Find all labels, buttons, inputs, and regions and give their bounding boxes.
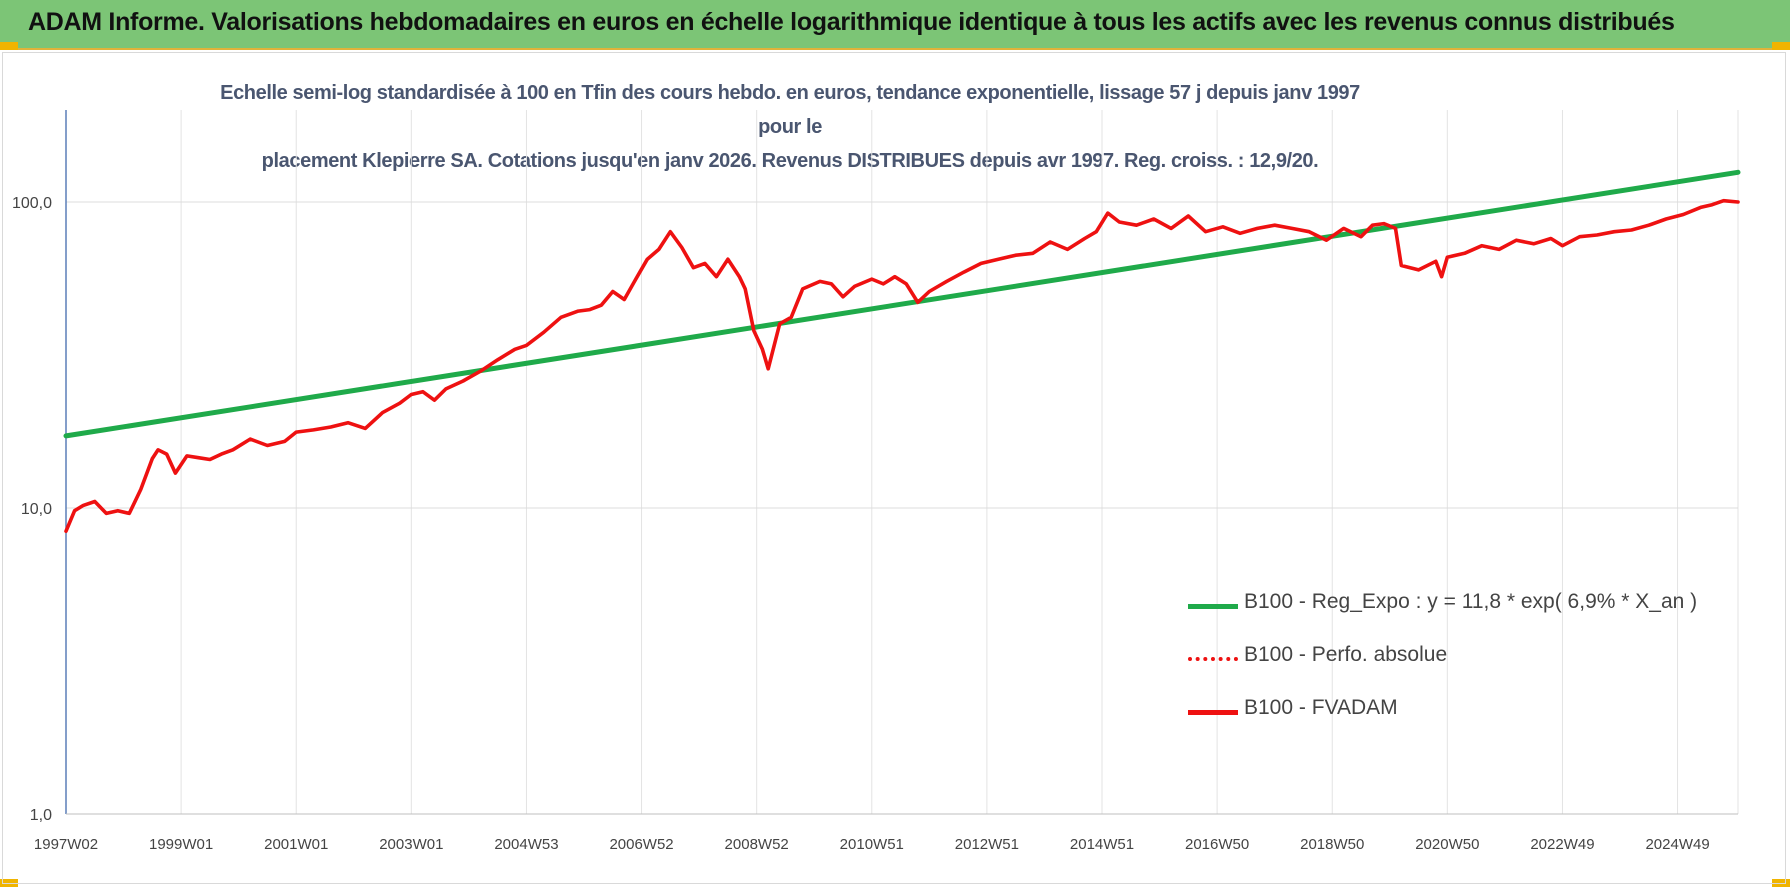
- x-tick-label: 2004W53: [494, 836, 558, 853]
- x-tick-label: 2012W51: [955, 836, 1019, 853]
- y-tick-label: 1,0: [30, 807, 52, 824]
- page-header: ADAM Informe. Valorisations hebdomadaire…: [0, 0, 1790, 50]
- x-tick-label: 2001W01: [264, 836, 328, 853]
- legend-label-perfo-absolue: B100 - Perfo. absolue: [1244, 643, 1448, 666]
- page-title: ADAM Informe. Valorisations hebdomadaire…: [28, 8, 1675, 36]
- series-line-regression: [63, 169, 1741, 439]
- x-tick-label: 2010W51: [840, 836, 904, 853]
- x-tick-label: 2016W50: [1185, 836, 1249, 853]
- chart-subtitle-line-2: placement Klepierre SA. Cotations jusqu'…: [261, 150, 1319, 172]
- x-tick-label: 1999W01: [149, 836, 213, 853]
- chart-frame: [2, 52, 1786, 884]
- x-tick-label: 2018W50: [1300, 836, 1364, 853]
- legend-swatch-regression: [1188, 604, 1238, 609]
- chart-subtitle: Echelle semi-log standardisée à 100 en T…: [200, 76, 1380, 178]
- x-tick-label: 2014W51: [1070, 836, 1134, 853]
- corner-mark-top-left: [0, 42, 18, 50]
- legend-swatch-fvadam: [1188, 710, 1238, 715]
- x-tick-label: 2020W50: [1415, 836, 1479, 853]
- y-tick-label: 10,0: [21, 501, 52, 518]
- x-tick-label: 2006W52: [609, 836, 673, 853]
- x-tick-label: 2008W52: [725, 836, 789, 853]
- legend-label-fvadam: B100 - FVADAM: [1244, 696, 1398, 719]
- x-tick-label: 2024W49: [1645, 836, 1709, 853]
- chart-subtitle-line-1: Echelle semi-log standardisée à 100 en T…: [220, 82, 1360, 138]
- x-tick-label: 2022W49: [1530, 836, 1594, 853]
- corner-mark-top-right: [1772, 42, 1790, 50]
- x-tick-label: 1997W02: [34, 836, 98, 853]
- x-tick-label: 2003W01: [379, 836, 443, 853]
- legend-label-regression: B100 - Reg_Expo : y = 11,8 * exp( 6,9% *…: [1244, 590, 1698, 613]
- legend-swatch-perfo-absolue: [1188, 657, 1238, 661]
- series-line-fvadam: [64, 198, 1740, 533]
- y-tick-label: 100,0: [12, 195, 52, 212]
